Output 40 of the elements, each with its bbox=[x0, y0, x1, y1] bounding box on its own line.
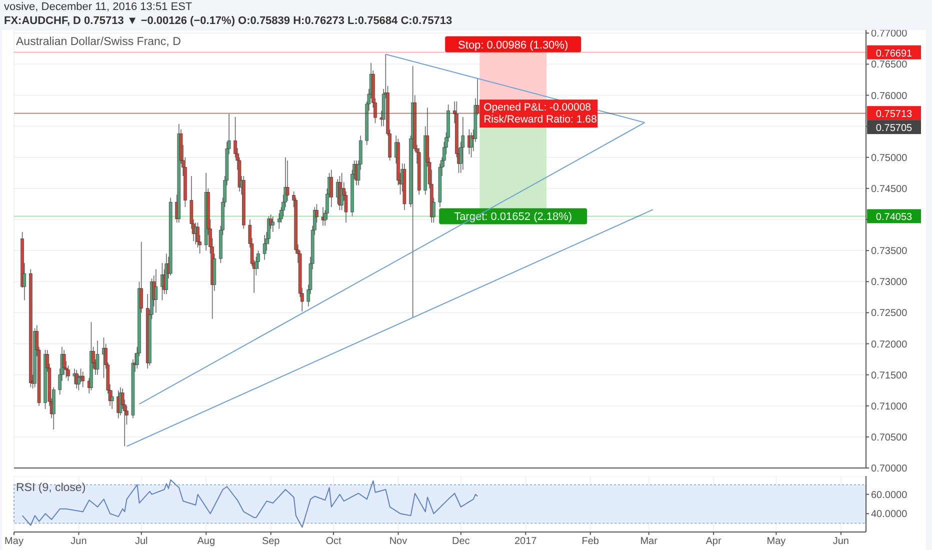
x-tick-label: Feb bbox=[582, 536, 600, 548]
ref-line-label: 0.74053 bbox=[876, 212, 913, 224]
x-tick-label: Jun bbox=[832, 536, 850, 548]
ref-line-label: 0.75705 bbox=[876, 123, 913, 134]
y-tick-label: 40.0000 bbox=[871, 509, 908, 520]
x-tick-label: Jun bbox=[70, 536, 87, 548]
y-tick-label: 0.72500 bbox=[871, 308, 908, 320]
x-tick-label: 2017 bbox=[514, 536, 538, 548]
x-tick-label: Aug bbox=[197, 536, 216, 548]
text: vosive, December 11, 2016 13:51 EST bbox=[4, 0, 194, 14]
y-tick-label: 0.76500 bbox=[871, 60, 908, 71]
x-tick-label: Jul bbox=[134, 536, 148, 548]
x-tick-label: Dec bbox=[452, 536, 470, 548]
x-tick-label: May bbox=[766, 536, 786, 548]
y-tick-label: 0.73000 bbox=[871, 277, 908, 288]
x-tick-label: Mar bbox=[640, 536, 658, 548]
x-tick-label: May bbox=[4, 536, 24, 548]
y-tick-label: 0.72000 bbox=[871, 339, 908, 350]
y-tick-label: 0.73500 bbox=[871, 246, 908, 258]
y-tick-label: 60.0000 bbox=[871, 490, 908, 501]
text: Australian Dollar/Swiss Franc, D bbox=[16, 36, 181, 48]
x-tick-label: Oct bbox=[326, 536, 342, 548]
x-tick-label: Nov bbox=[389, 536, 408, 548]
x-tick-label: Sep bbox=[262, 536, 280, 548]
y-tick-label: 0.75000 bbox=[871, 152, 908, 164]
annotation: Risk/Reward Ratio: 1.68 bbox=[484, 114, 597, 126]
y-tick-label: 0.70000 bbox=[871, 464, 908, 475]
ref-line-label: 0.75713 bbox=[876, 109, 913, 120]
y-tick-label: 0.70500 bbox=[871, 432, 908, 444]
band-label: Stop: 0.00986 (1.30%) bbox=[458, 39, 568, 52]
chart-title: FX:AUDCHF, D 0.75713 ▼ −0.00126 (−0.17%) O:0.75839 H:0.76273 L:0.75684 C:0.75713 bbox=[4, 14, 454, 28]
x-tick-label: Apr bbox=[706, 536, 722, 548]
y-tick-label: 0.71500 bbox=[871, 370, 908, 382]
text: RSI (9, close) bbox=[16, 482, 86, 494]
y-tick-label: 0.71000 bbox=[871, 401, 908, 412]
annotation: Opened P&L: -0.00008 bbox=[484, 102, 592, 114]
y-tick-label: 0.77000 bbox=[871, 28, 908, 40]
y-tick-label: 0.74500 bbox=[871, 184, 908, 195]
ref-line-label: 0.76691 bbox=[876, 48, 913, 60]
y-tick-label: 0.76000 bbox=[871, 90, 908, 102]
